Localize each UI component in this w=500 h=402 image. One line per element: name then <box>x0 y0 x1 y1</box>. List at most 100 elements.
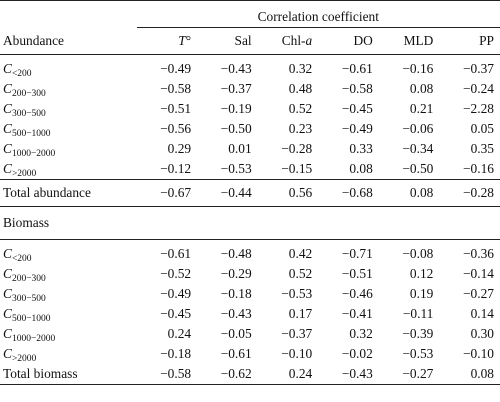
table-cell: 0.42 <box>288 246 313 261</box>
biomass-heading: Biomass <box>3 215 50 230</box>
row-label: C200−300 <box>3 266 46 284</box>
table-cell: −0.48 <box>220 246 252 261</box>
table-cell: −0.05 <box>220 326 252 341</box>
table-cell: −0.19 <box>220 101 252 116</box>
table-cell: −0.58 <box>160 81 192 96</box>
table-cell: −0.16 <box>402 61 434 76</box>
row-label: C200−300 <box>3 81 46 99</box>
table-cell: −0.58 <box>341 81 373 96</box>
table-row: C>2000 −0.12 −0.53 −0.15 0.08 −0.50 −0.16 <box>0 159 500 180</box>
col-mixed-layer-depth: MLD <box>403 33 434 48</box>
table-cell: −0.18 <box>160 346 192 361</box>
table-cell: −0.36 <box>463 246 494 261</box>
table-cell: −0.67 <box>160 185 192 200</box>
table-cell: −0.06 <box>402 121 434 136</box>
table-row: C1000−2000 0.29 0.01 −0.28 0.33 −0.34 0.35 <box>0 139 500 159</box>
table-cell: −0.50 <box>402 161 434 176</box>
row-label: C500−1000 <box>3 306 51 324</box>
table-cell: −0.46 <box>341 286 373 301</box>
table-cell: 0.01 <box>228 141 252 156</box>
table-row: C1000−2000 0.24 −0.05 −0.37 0.32 −0.39 0.30 <box>0 324 500 344</box>
table-cell: −0.14 <box>463 266 494 281</box>
table-cell: −0.11 <box>402 306 434 321</box>
table-cell: −0.10 <box>463 346 494 361</box>
table-cell: 0.23 <box>288 121 313 136</box>
table-cell: 0.05 <box>470 121 494 136</box>
table-cell: −0.15 <box>281 161 313 176</box>
table-cell: 0.56 <box>288 185 313 200</box>
table-cell: −0.56 <box>160 121 192 136</box>
table-cell: −0.53 <box>220 161 252 176</box>
table-cell: −0.53 <box>402 346 434 361</box>
col-salinity: Sal <box>234 33 252 48</box>
table-cell: −0.08 <box>402 246 434 261</box>
correlation-coefficient-heading: Correlation coefficient <box>136 0 500 28</box>
table-cell: −0.58 <box>160 366 192 381</box>
table-cell: −0.29 <box>220 266 252 281</box>
table-row: C<200 −0.49 −0.43 0.32 −0.61 −0.16 −0.37 <box>0 55 500 80</box>
table-row: C500−1000 −0.56 −0.50 0.23 −0.49 −0.06 0.05 <box>0 119 500 139</box>
table-cell: −0.34 <box>402 141 434 156</box>
row-label: C>2000 <box>3 346 37 364</box>
table-row: C300−500 −0.49 −0.18 −0.53 −0.46 0.19 −0.27 <box>0 284 500 304</box>
table-cell: 0.08 <box>409 81 434 96</box>
table-cell: −0.62 <box>220 366 252 381</box>
table-cell: 0.08 <box>470 366 494 381</box>
table-cell: −0.68 <box>341 185 373 200</box>
table-cell: −0.43 <box>341 366 373 381</box>
table-cell: −0.18 <box>220 286 252 301</box>
correlation-table: Correlation coefficient Abundance T° Sal… <box>0 0 500 385</box>
table-cell: 0.21 <box>409 101 434 116</box>
table-cell: −0.49 <box>160 286 192 301</box>
table-cell: −0.43 <box>220 306 252 321</box>
table-row: C200−300 −0.52 −0.29 0.52 −0.51 0.12 −0.14 <box>0 264 500 284</box>
table-cell: 0.29 <box>167 141 192 156</box>
row-label: C1000−2000 <box>3 326 56 344</box>
total-abundance-row: Total abundance −0.67 −0.44 0.56 −0.68 0… <box>0 179 500 207</box>
table-cell: −0.41 <box>341 306 373 321</box>
table-cell: −0.27 <box>463 286 494 301</box>
row-label: C300−500 <box>3 101 46 119</box>
table-cell: 0.14 <box>470 306 494 321</box>
table-row: C200−300 −0.58 −0.37 0.48 −0.58 0.08 −0.24 <box>0 79 500 99</box>
biomass-section: C<200 −0.61 −0.48 0.42 −0.71 −0.08 −0.36 C200−3… <box>0 240 500 365</box>
table-cell: −0.45 <box>160 306 192 321</box>
table-cell: −0.50 <box>220 121 252 136</box>
table-cell: 0.08 <box>409 185 434 200</box>
table-cell: −0.28 <box>281 141 313 156</box>
table-cell: −0.27 <box>402 366 434 381</box>
header-group-row: Correlation coefficient <box>0 0 500 28</box>
table-cell: 0.30 <box>470 326 494 341</box>
table-cell: −0.16 <box>463 161 494 176</box>
header-columns-row: Abundance T° Sal Chl-a DO MLD PP <box>0 28 500 55</box>
table-cell: −0.61 <box>220 346 252 361</box>
table-cell: −0.51 <box>341 266 373 281</box>
table-cell: −0.24 <box>463 81 494 96</box>
table-cell: −0.61 <box>160 246 192 261</box>
row-label: C300−500 <box>3 286 46 304</box>
table-cell: −0.37 <box>220 81 252 96</box>
total-biomass-row: Total biomass −0.58 −0.62 0.24 −0.43 −0.… <box>0 364 500 385</box>
table-cell: 0.19 <box>409 286 434 301</box>
total-abundance-label: Total abundance <box>3 185 91 200</box>
table-cell: −0.28 <box>463 185 494 200</box>
col-primary-production: PP <box>479 33 494 48</box>
table-cell: 0.32 <box>288 61 313 76</box>
table-cell: −0.39 <box>402 326 434 341</box>
biomass-heading-section: Biomass <box>0 207 500 240</box>
table-cell: −0.61 <box>341 61 373 76</box>
col-temperature: T° <box>178 33 192 48</box>
table-cell: −0.51 <box>160 101 192 116</box>
table-cell: 0.48 <box>288 81 313 96</box>
table-cell: −0.37 <box>281 326 313 341</box>
abundance-section: C<200 −0.49 −0.43 0.32 −0.61 −0.16 −0.37 C200−3… <box>0 55 500 180</box>
row-label: C<200 <box>3 61 32 79</box>
table-row: C300−500 −0.51 −0.19 0.52 −0.45 0.21 −2.28 <box>0 99 500 119</box>
table-cell: 0.12 <box>409 266 434 281</box>
table-cell: −0.10 <box>281 346 313 361</box>
table-cell: −0.49 <box>160 61 192 76</box>
table-cell: 0.24 <box>167 326 192 341</box>
table-cell: 0.32 <box>349 326 373 341</box>
table-row: C<200 −0.61 −0.48 0.42 −0.71 −0.08 −0.36 <box>0 240 500 265</box>
